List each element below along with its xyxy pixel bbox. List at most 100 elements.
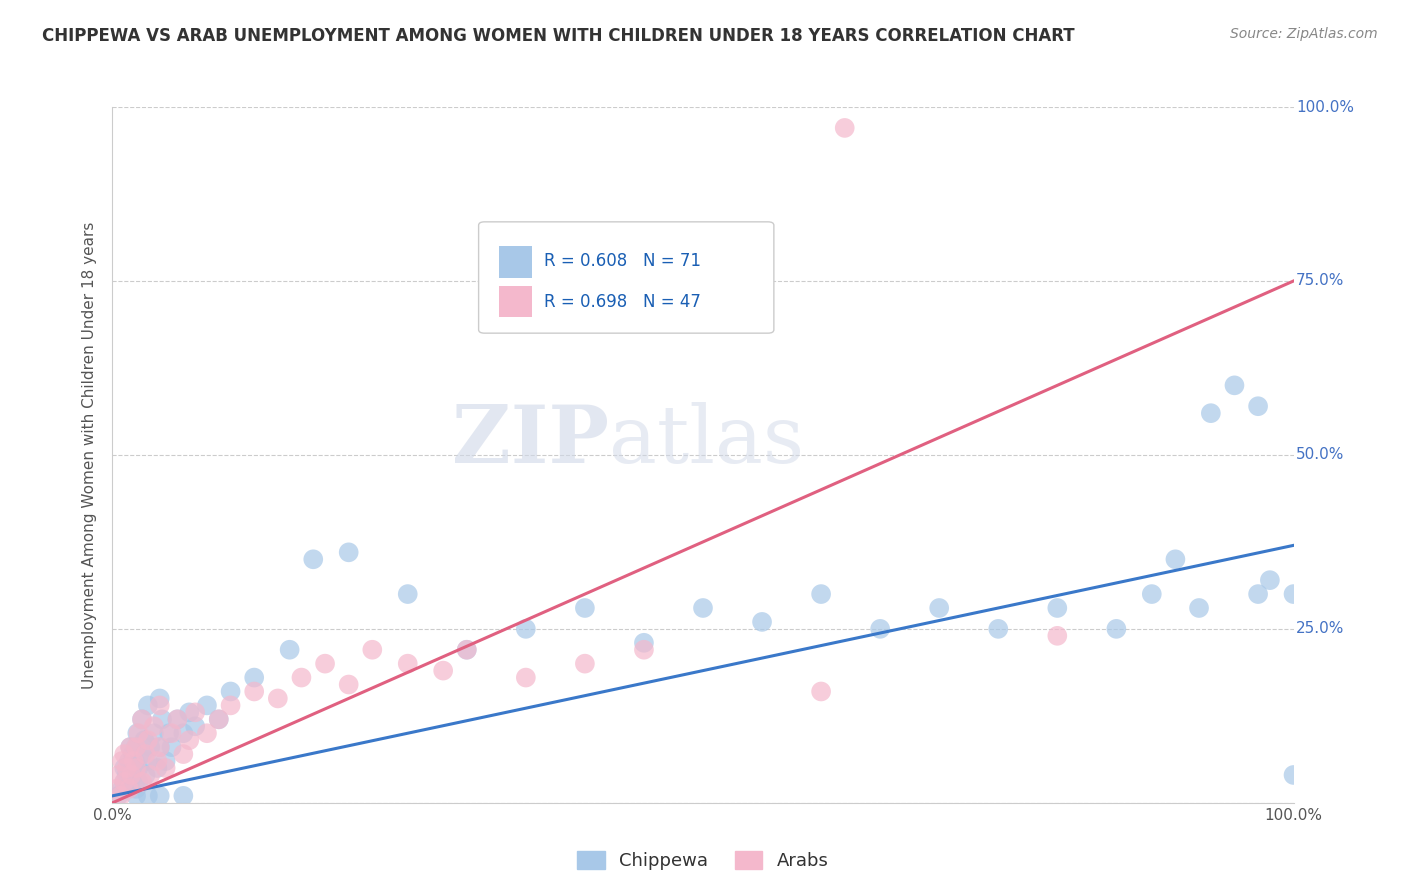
Arabs [208,712,231,726]
Arabs [456,642,478,657]
Arabs [139,768,162,782]
Chippewa [136,789,159,803]
Chippewa [134,733,156,747]
Arabs [110,789,132,803]
Arabs [107,768,129,782]
Chippewa [1140,587,1163,601]
Chippewa [337,545,360,559]
Chippewa [127,726,149,740]
Chippewa [1247,587,1270,601]
Arabs [179,733,201,747]
Arabs [396,657,419,671]
Arabs [112,747,135,761]
Text: 75.0%: 75.0% [1296,274,1344,288]
Chippewa [149,789,172,803]
Chippewa [166,712,188,726]
Chippewa [149,740,172,755]
Arabs [146,754,169,768]
Arabs [834,120,856,135]
Chippewa [243,671,266,685]
Arabs [314,657,336,671]
Chippewa [1188,601,1211,615]
Arabs [337,677,360,691]
Chippewa [396,587,419,601]
Chippewa [111,781,134,796]
Text: atlas: atlas [609,402,804,480]
Chippewa [125,781,148,796]
Arabs [125,740,148,755]
Text: 25.0%: 25.0% [1296,622,1344,636]
Arabs [155,761,177,775]
Arabs [120,740,142,755]
Legend: Chippewa, Arabs: Chippewa, Arabs [571,844,835,877]
Text: R = 0.698   N = 47: R = 0.698 N = 47 [544,293,700,310]
Chippewa [122,768,145,782]
Arabs [120,768,142,782]
Chippewa [120,761,142,775]
Chippewa [1046,601,1069,615]
Arabs [515,671,537,685]
Arabs [149,698,172,713]
Text: CHIPPEWA VS ARAB UNEMPLOYMENT AMONG WOMEN WITH CHILDREN UNDER 18 YEARS CORRELATI: CHIPPEWA VS ARAB UNEMPLOYMENT AMONG WOME… [42,27,1074,45]
Arabs [125,761,148,775]
Chippewa [131,747,153,761]
Chippewa [135,768,157,782]
Text: R = 0.608   N = 71: R = 0.608 N = 71 [544,252,700,270]
Y-axis label: Unemployment Among Women with Children Under 18 years: Unemployment Among Women with Children U… [82,221,97,689]
Arabs [115,761,138,775]
Chippewa [117,781,139,796]
Arabs [112,775,135,789]
Chippewa [125,789,148,803]
Chippewa [107,789,129,803]
Arabs [105,781,128,796]
Arabs [195,726,218,740]
Arabs [160,726,183,740]
Chippewa [118,754,141,768]
Chippewa [127,761,149,775]
Chippewa [208,712,231,726]
Chippewa [574,601,596,615]
Chippewa [456,642,478,657]
Chippewa [1282,768,1305,782]
Chippewa [112,761,135,775]
Arabs [122,754,145,768]
Chippewa [149,691,172,706]
Arabs [432,664,454,678]
Chippewa [121,747,143,761]
Chippewa [928,601,950,615]
Chippewa [1247,399,1270,413]
FancyBboxPatch shape [478,222,773,334]
Arabs [184,706,207,720]
Chippewa [278,642,301,657]
Arabs [135,747,157,761]
Arabs [166,712,188,726]
Chippewa [1223,378,1246,392]
Chippewa [1199,406,1222,420]
Arabs [136,733,159,747]
Chippewa [172,789,194,803]
Arabs [290,671,312,685]
Chippewa [810,587,832,601]
Chippewa [124,754,146,768]
Chippewa [751,615,773,629]
Chippewa [150,712,173,726]
Text: ZIP: ZIP [451,402,609,480]
Chippewa [1164,552,1187,566]
Arabs [118,781,141,796]
Chippewa [136,754,159,768]
Arabs [127,726,149,740]
Chippewa [120,775,142,789]
Chippewa [155,754,177,768]
Bar [499,285,531,318]
Chippewa [157,726,180,740]
Chippewa [869,622,891,636]
Arabs [243,684,266,698]
Arabs [574,657,596,671]
Arabs [131,712,153,726]
Chippewa [125,740,148,755]
Chippewa [1105,622,1128,636]
Text: 50.0%: 50.0% [1296,448,1344,462]
Chippewa [515,622,537,636]
Chippewa [1258,573,1281,587]
Arabs [149,740,172,755]
